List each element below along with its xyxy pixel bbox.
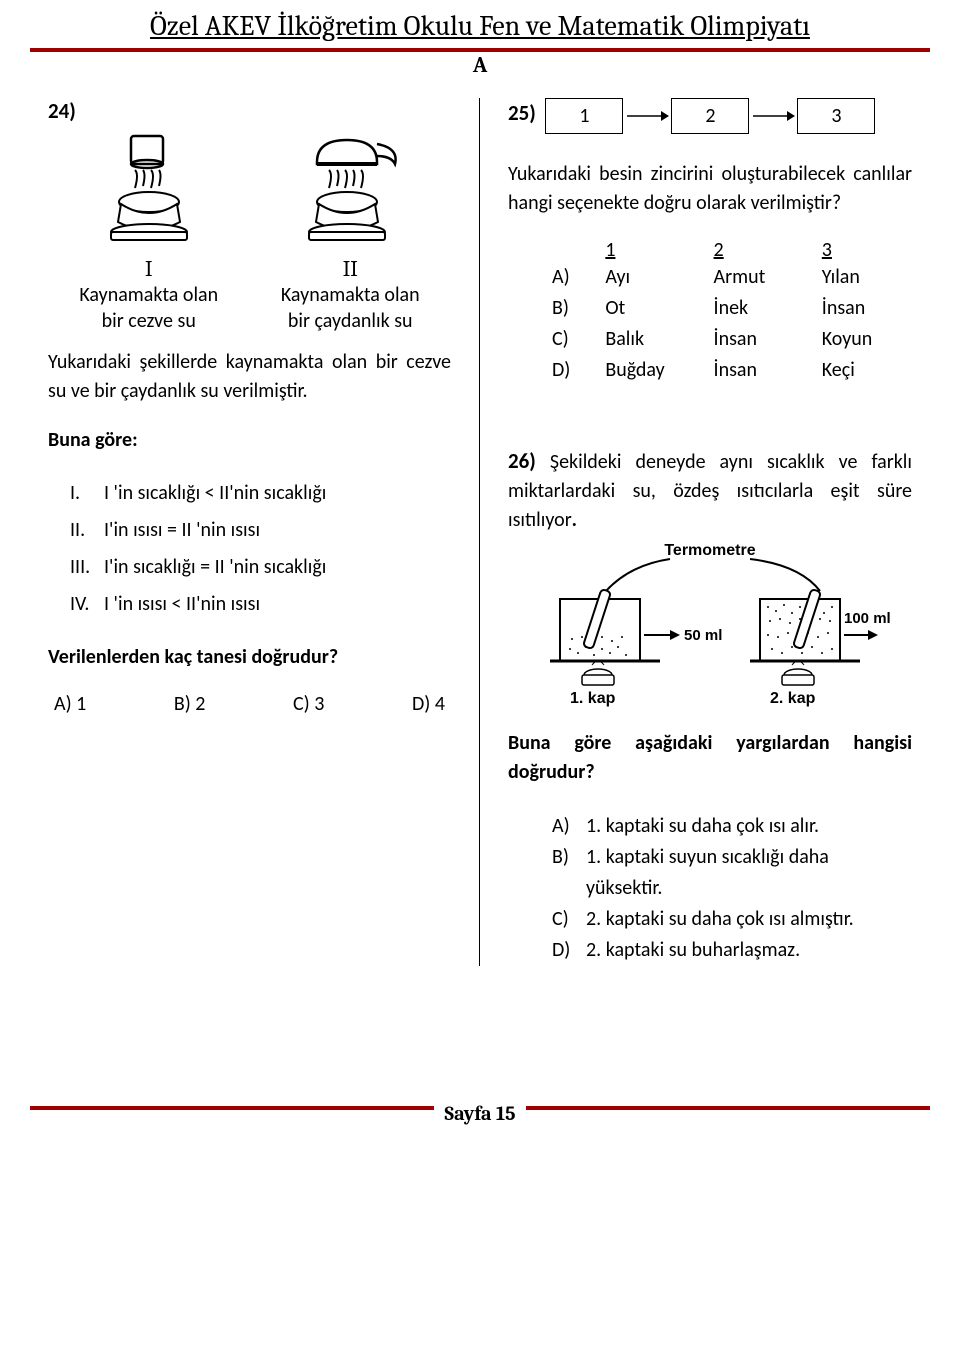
q25-number: 25) [508,100,536,126]
q26-opt-C: 2. kaptaki su daha çok ısı almıştır. [586,904,854,935]
teapot-burner-icon [285,132,415,252]
question-24: 24) [48,98,451,716]
q26-opt-D: 2. kaptaki su buharlaşmaz. [586,935,800,966]
kap1-label: 1. kap [570,690,616,707]
q25-C-2: İnsan [696,324,804,355]
q25-C-1: Balık [587,324,695,355]
q24-number: 24) [48,98,76,124]
q24-opt-A: A) 1 [54,692,86,716]
q25-A-1: Ayı [587,262,695,293]
q25-A-3: Yılan [804,262,912,293]
q24-statements: I.I 'in sıcaklığı < II'nin sıcaklığı II.… [70,475,451,623]
q24-opt-D: D) 4 [412,692,445,716]
q24-stmt-I: I 'in sıcaklığı < II'nin sıcaklığı [104,475,326,512]
q25-intro: Yukarıdaki besin zincirini oluşturabilec… [508,160,912,218]
q24-question: Verilenlerden kaç tanesi doğrudur? [48,643,451,672]
q25-B-3: İnsan [804,293,912,324]
q25-th-3: 3 [804,238,912,262]
kap2-vol: 100 ml [844,610,891,627]
question-26: 26) Şekildeki deneyde aynı sıcaklık ve f… [508,446,912,966]
right-column: 25) 1 2 3 Yukarıdaki besin zincirini olu… [480,98,930,966]
q26-opt-B-line1: 1. kaptaki suyun sıcaklığı daha [586,842,829,873]
burner-I-caption-1: Kaynamakta olan [79,283,218,307]
q24-stmt-II: I'in ısısı = II 'nin ısısı [104,512,260,549]
chain-box-1: 1 [545,98,623,134]
q25-A-2: Armut [696,262,804,293]
q24-burner-I: I Kaynamakta olan bir cezve su [58,132,239,334]
q26-question: Buna göre aşağıdaki yargılardan hangisi … [508,729,912,787]
burner-I-label: I [145,256,153,282]
burner-II-caption-2: bir çaydanlık su [288,309,413,333]
kap2-label: 2. kap [770,690,816,707]
q26-diagram: Termometre [520,541,900,711]
q24-buna-gore: Buna göre: [48,426,451,455]
q24-intro: Yukarıdaki şekillerde kaynamakta olan bi… [48,348,451,406]
chain-box-2: 2 [671,98,749,134]
q25-row-A-label: A) [552,262,587,293]
q25-th-2: 2 [696,238,804,262]
q25-D-3: Keçi [804,355,912,386]
q24-options: A) 1 B) 2 C) 3 D) 4 [54,692,445,716]
q25-B-2: İnek [696,293,804,324]
chain-box-3: 3 [797,98,875,134]
q25-answer-table: 1 2 3 A) Ayı Armut Yılan B) Ot İnek [552,238,912,386]
thermo-label: Termometre [664,542,755,559]
q25-th-1: 1 [587,238,695,262]
arrow-icon [625,106,669,126]
q25-B-1: Ot [587,293,695,324]
left-column: 24) [30,98,480,966]
page-number: Sayfa 15 [434,1102,525,1125]
question-25: 25) 1 2 3 Yukarıdaki besin zincirini olu… [508,98,912,386]
q26-opt-A: 1. kaptaki su daha çok ısı alır. [586,811,819,842]
page-footer: Sayfa 15 [30,1106,930,1125]
kap1-vol: 50 ml [684,627,722,644]
q25-row-C-label: C) [552,324,587,355]
q25-row-D-label: D) [552,355,587,386]
q26-number: 26) [508,448,536,474]
q24-opt-C: C) 3 [293,692,324,716]
cezve-burner-icon [89,132,209,252]
q26-opt-B-line2: yüksektir. [586,873,912,904]
q24-stmt-III: I'in sıcaklığı = II 'nin sıcaklığı [104,549,326,586]
q25-D-1: Buğday [587,355,695,386]
burner-I-caption-2: bir cezve su [102,309,196,333]
arrow-icon [751,106,795,126]
q25-C-3: Koyun [804,324,912,355]
q26-intro: Şekildeki deneyde aynı sıcaklık ve farkl… [508,450,912,532]
q24-burner-II: II Kaynamakta olan bir çaydanlık su [260,132,441,334]
q25-D-2: İnsan [696,355,804,386]
burner-II-label: II [343,256,358,282]
q25-row-B-label: B) [552,293,587,324]
q24-opt-B: B) 2 [174,692,206,716]
exam-header-title: Özel AKEV İlköğretim Okulu Fen ve Matema… [30,0,930,48]
q25-chain: 1 2 3 [545,98,875,134]
q24-stmt-IV: I 'in ısısı < II'nin ısısı [104,586,260,623]
burner-II-caption-1: Kaynamakta olan [281,283,420,307]
q26-options: A)1. kaptaki su daha çok ısı alır. B)1. … [552,811,912,966]
group-letter: A [30,52,930,78]
